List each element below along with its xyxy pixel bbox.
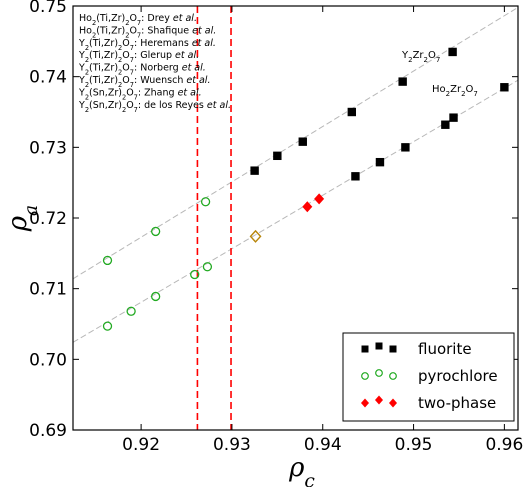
y-tick-label-2: 0.70 — [29, 350, 67, 370]
annotation-4: Y2(Ti,Zr)2O7: Glerup et al. — [78, 50, 199, 64]
y-tick-label-6: 0.74 — [29, 68, 67, 88]
legend-box — [342, 332, 515, 422]
data-point-s2-6 — [150, 291, 161, 302]
trend-line-1 — [73, 6, 518, 280]
legend-marker-2-3 — [389, 372, 397, 380]
data-point-s1-11 — [449, 113, 458, 122]
trend-lines — [73, 6, 518, 343]
data-point-s2-2 — [150, 226, 161, 237]
x-axis-title: ρc — [288, 453, 315, 487]
y-tick-label-7: 0.75 — [29, 0, 67, 17]
data-point-s1-7 — [351, 172, 360, 181]
annotation-3: Y2(Ti,Zr)2O7: Heremans et al. — [78, 38, 216, 52]
annotation-6: Y2(Ti,Zr)2O7: Wuensch et al. — [78, 75, 210, 89]
data-point-s2-4 — [102, 321, 113, 331]
annotation-7: Y2(Sn,Zr)2O7: Zhang et al. — [78, 87, 202, 101]
data-point-s2-8 — [202, 262, 213, 272]
annotation-5: Y2(Ti,Zr)2O7: Norberg et al. — [78, 63, 206, 77]
y-tick-label-5: 0.73 — [29, 138, 67, 158]
legend: fluorite pyrochlore two-phase — [342, 332, 515, 422]
series-label-2: Ho2Zr2O7 — [432, 84, 478, 98]
legend-marker-1-1 — [361, 345, 369, 353]
trend-line-2 — [73, 79, 518, 343]
data-point-s1-5 — [398, 77, 407, 86]
series-labels: Y2Zr2O7 Ho2Zr2O7 — [401, 50, 478, 98]
vertical-reference-lines — [196, 6, 232, 430]
data-point-s1-1 — [250, 166, 259, 175]
y-tick-label-1: 0.69 — [29, 421, 67, 441]
legend-label-2: pyrochlore — [418, 367, 498, 385]
data-point-s2-1 — [102, 255, 113, 266]
y-tick-label-4: 0.72 — [29, 209, 67, 229]
annotation-2: Ho2(Ti,Zr)2O7: Shafique et al. — [79, 25, 216, 39]
data-point-s1-8 — [375, 157, 385, 167]
series-label-1: Y2Zr2O7 — [401, 50, 440, 64]
legend-marker-2-2 — [375, 369, 383, 377]
data-point-s1-9 — [401, 143, 410, 152]
data-point-s1-12 — [500, 83, 509, 92]
data-point-s4-1 — [249, 229, 262, 243]
x-tick-label-2: 0.93 — [213, 435, 251, 455]
data-point-s2-5 — [126, 306, 136, 316]
legend-label-1: fluorite — [418, 340, 472, 358]
x-tick-label-5: 0.96 — [485, 435, 523, 455]
legend-marker-1-3 — [389, 345, 397, 353]
data-point-s1-2 — [273, 151, 282, 161]
y-axis-title: ρa — [3, 205, 42, 232]
reference-annotations: Ho2(Ti,Zr)2O7: Drey et al.Ho2(Ti,Zr)2O7:… — [78, 13, 231, 114]
data-point-s2-7 — [190, 269, 200, 280]
x-tick-label-3: 0.94 — [304, 435, 342, 455]
data-points — [102, 47, 509, 331]
data-point-s3-1 — [302, 201, 313, 213]
x-tick-label-4: 0.95 — [395, 435, 433, 455]
legend-marker-3-2 — [375, 395, 383, 405]
annotation-1: Ho2(Ti,Zr)2O7: Drey et al. — [79, 13, 197, 27]
data-point-s1-10 — [441, 120, 450, 129]
axis-ticks: 0.92 0.93 0.94 0.95 0.96 0.69 0.70 0.71 0.72 0.73… — [29, 0, 523, 455]
data-point-s2-3 — [200, 197, 211, 207]
legend-marker-3-3 — [389, 398, 397, 408]
annotation-8: Y2(Sn,Zr)2O7: de los Reyes et al. — [78, 100, 231, 114]
data-point-s1-4 — [347, 107, 357, 117]
axis-titles: ρc ρa — [3, 205, 315, 487]
legend-marker-3-1 — [361, 398, 369, 408]
legend-marker-2-1 — [361, 372, 369, 380]
data-point-s1-3 — [298, 137, 307, 146]
y-tick-label-3: 0.71 — [29, 280, 67, 300]
data-point-s3-2 — [314, 193, 325, 205]
data-point-s1-6 — [448, 47, 457, 57]
x-tick-label-1: 0.92 — [122, 435, 160, 455]
legend-label-3: two-phase — [418, 394, 496, 412]
legend-marker-1-2 — [375, 342, 383, 350]
